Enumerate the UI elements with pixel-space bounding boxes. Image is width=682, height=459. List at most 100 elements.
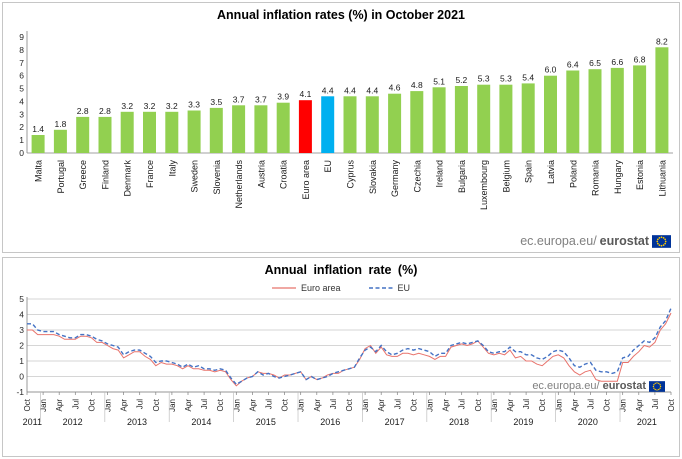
bar-value-label: 3.9 — [277, 92, 289, 102]
bar-category-label: Malta — [34, 160, 44, 182]
year-label: 2011 — [23, 417, 42, 427]
bar-slovenia — [209, 107, 223, 153]
bar-category-label: Bulgaria — [457, 160, 467, 193]
month-tick-label: Oct — [345, 398, 354, 411]
svg-text:4: 4 — [19, 96, 24, 106]
month-tick-label: Jan — [104, 399, 113, 412]
month-tick-label: Apr — [442, 399, 451, 412]
bar-ireland — [432, 87, 446, 153]
bar-category-label: Austria — [256, 160, 266, 188]
bar-poland — [566, 70, 580, 153]
eurostat-watermark: ec.europa.eu/eurostat — [520, 234, 671, 248]
month-tick-label: Jul — [651, 399, 660, 409]
bar-chart-title: Annual inflation rates (%) in October 20… — [217, 8, 465, 22]
svg-text:0: 0 — [19, 372, 24, 382]
bar-value-label: 3.7 — [233, 94, 245, 104]
month-tick-label: Jul — [200, 399, 209, 409]
bar-category-label: Czechia — [412, 160, 422, 193]
bar-category-label: Ireland — [435, 160, 445, 188]
bar-spain — [521, 83, 535, 153]
svg-text:7: 7 — [19, 58, 24, 68]
bar-euro-area — [298, 100, 312, 153]
bar-category-label: Croatia — [279, 160, 289, 189]
svg-text:-1: -1 — [16, 387, 24, 397]
bar-category-label: Sweden — [190, 160, 200, 193]
bar-category-label: Latvia — [546, 160, 556, 184]
bar-value-label: 6.6 — [611, 57, 623, 67]
legend: Euro area EU — [3, 280, 679, 295]
bar-chart: 0 1 2 3 4 5 6 7 8 9 1.4 Malta 1.8 Portugal 2.8 Greece 2.… — [19, 31, 673, 210]
month-tick-label: Jan — [297, 399, 306, 412]
svg-text:2: 2 — [19, 341, 24, 351]
bar-category-label: Greece — [78, 160, 88, 190]
year-label: 2012 — [63, 417, 83, 427]
bar-germany — [388, 93, 402, 153]
month-tick-label: Apr — [313, 399, 322, 412]
year-label: 2018 — [449, 417, 469, 427]
month-tick-label: Jan — [619, 399, 628, 412]
bar-value-label: 4.4 — [366, 85, 378, 95]
bar-malta — [31, 135, 45, 153]
month-tick-label: Oct — [87, 398, 96, 411]
bar-category-label: France — [145, 160, 155, 188]
month-tick-label: Apr — [184, 399, 193, 412]
svg-text:3: 3 — [19, 109, 24, 119]
month-tick-label: Jul — [393, 399, 402, 409]
eu-line — [27, 308, 672, 386]
bar-category-label: Luxembourg — [479, 160, 489, 210]
bar-value-label: 3.3 — [188, 99, 200, 109]
bar-luxembourg — [477, 84, 491, 153]
bar-value-label: 3.2 — [166, 101, 178, 111]
bar-value-label: 4.8 — [411, 80, 423, 90]
bar-value-label: 4.4 — [344, 85, 356, 95]
bar-value-label: 2.8 — [99, 106, 111, 116]
bar-netherlands — [232, 105, 246, 153]
month-tick-label: Oct — [216, 398, 225, 411]
month-tick-label: Oct — [667, 398, 676, 411]
bar-value-label: 4.1 — [300, 89, 312, 99]
bar-chart-panel: Annual inflation rates (%) in October 20… — [2, 2, 680, 253]
year-label: 2019 — [513, 417, 533, 427]
svg-text:4: 4 — [19, 310, 24, 320]
svg-text:5: 5 — [19, 84, 24, 94]
bar-croatia — [276, 102, 290, 153]
month-tick-label: Apr — [55, 399, 64, 412]
bar-value-label: 1.4 — [32, 124, 44, 134]
bar-france — [143, 111, 156, 153]
legend-label-eu: EU — [397, 282, 411, 293]
month-tick-label: Oct — [23, 398, 32, 411]
month-tick-label: Oct — [538, 398, 547, 411]
bar-value-label: 5.2 — [455, 75, 467, 85]
bar-romania — [588, 69, 602, 153]
year-label: 2015 — [256, 417, 276, 427]
bar-eu — [321, 96, 335, 153]
month-tick-label: Jan — [168, 399, 177, 412]
euro-area-line — [27, 312, 672, 387]
bar-value-label: 3.7 — [255, 94, 267, 104]
bar-value-label: 4.4 — [322, 85, 334, 95]
month-tick-label: Jan — [490, 399, 499, 412]
bar-category-label: Slovenia — [212, 160, 222, 195]
eu-line-sample — [368, 286, 393, 289]
bar-value-label: 3.2 — [121, 101, 133, 111]
bar-estonia — [633, 65, 647, 153]
bar-category-label: Italy — [167, 160, 177, 177]
month-tick-label: Oct — [603, 398, 612, 411]
year-label: 2021 — [637, 417, 657, 427]
month-tick-label: Jan — [554, 399, 563, 412]
bar-value-label: 6.5 — [589, 58, 601, 68]
bar-finland — [98, 116, 112, 153]
bar-value-label: 5.4 — [522, 72, 534, 82]
month-tick-label: Oct — [409, 398, 418, 411]
bar-category-label: Poland — [568, 160, 578, 188]
month-tick-label: Jul — [329, 399, 338, 409]
month-tick-label: Jan — [426, 399, 435, 412]
bar-category-label: Slovakia — [368, 160, 378, 194]
bar-category-label: Finland — [100, 160, 110, 190]
eurostat-watermark: ec.europa.eu/eurostat — [532, 380, 665, 392]
bar-category-label: Hungary — [613, 160, 623, 195]
bar-category-label: Netherlands — [234, 160, 244, 209]
line-chart-title: Annual inflation rate (%) — [264, 263, 418, 277]
svg-text:1: 1 — [19, 135, 24, 145]
